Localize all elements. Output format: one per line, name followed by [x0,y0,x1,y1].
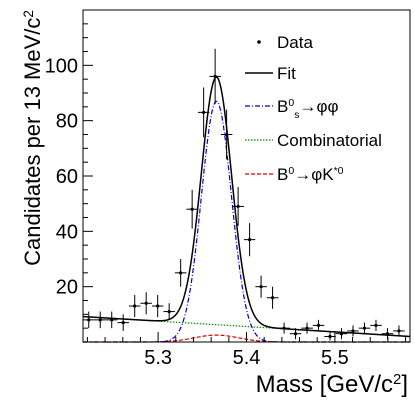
data-point-marker [202,110,206,114]
data-point-marker [121,321,125,325]
data-point-13 [232,187,244,226]
y-tick-label: 40 [56,221,78,243]
data-point-marker [179,271,183,275]
data-point-9 [186,189,198,229]
x-axis-title: Mass [GeV/c2] [256,371,408,398]
data-point-21 [324,332,336,341]
data-point-0 [83,311,95,329]
curve-fit [82,76,411,338]
data-point-marker [397,329,401,333]
data-point-12 [220,109,233,160]
data-point-marker [339,332,344,336]
legend-entry-data: Data [257,33,313,52]
legend-label: Data [277,33,313,52]
fit-curves [82,76,411,343]
data-point-22 [335,328,348,340]
data-point-5 [140,292,152,315]
data-point-24 [358,322,371,334]
data-point-marker [270,296,275,300]
legend: Data Fit B0s→φφ Combinatorial B0→φK*0 [245,33,382,184]
data-point-marker [374,323,378,327]
data-points [83,48,405,341]
y-tick-label: 60 [56,166,78,188]
data-point-marker [110,318,114,322]
legend-label: Fit [277,64,296,83]
legend-entry-fit: Fit [245,64,296,83]
legend-entry-comb: Combinatorial [245,131,382,150]
axis-labels: Mass [GeV/c2] Candidates per 13 MeV/c2 [20,10,408,398]
data-point-marker [236,204,240,209]
data-point-25 [370,319,382,331]
data-point-7 [163,303,175,320]
data-point-marker [282,326,286,330]
data-point-17 [278,322,290,334]
data-point-8 [174,259,187,287]
legend-entry-bd: B0→φK*0 [245,165,344,184]
data-point-16 [266,286,279,309]
data-point-marker [259,285,263,289]
data-point-27 [393,325,405,337]
legend-label: B0s→φφ [277,97,339,121]
data-point-marker [144,301,148,305]
data-point-marker [351,329,355,333]
data-point-marker [305,326,309,330]
data-point-marker [213,74,217,78]
data-point-marker [156,304,160,308]
x-tick-label: 5.3 [144,347,172,369]
data-point-18 [289,328,302,340]
y-tick-label: 20 [56,277,78,299]
data-point-14 [243,223,256,257]
data-point-marker [316,323,321,327]
legend-entry-bs: B0s→φφ [245,97,339,121]
data-point-23 [347,325,359,337]
data-point-6 [151,294,164,318]
data-point-marker [190,207,194,211]
data-point-19 [301,322,313,334]
x-tick-label: 5.4 [233,347,261,369]
axis-ticks: 5.3 5.4 5.5 20 40 60 80 100 [45,9,407,369]
legend-label: Combinatorial [277,131,382,150]
data-point-marker [362,326,367,330]
data-point-20 [312,319,325,331]
legend-marker [257,40,261,44]
data-point-1 [94,311,106,329]
x-tick-label: 5.5 [321,347,349,369]
data-point-11 [209,48,221,105]
data-point-marker [98,318,102,322]
data-point-4 [128,294,141,318]
data-point-marker [87,318,91,322]
y-axis-title: Candidates per 13 MeV/c2 [20,10,45,266]
data-point-marker [385,332,390,336]
y-tick-label: 80 [56,111,78,133]
y-tick-label: 100 [45,55,78,77]
data-point-15 [255,275,267,298]
data-point-marker [247,238,252,242]
data-point-2 [105,311,118,329]
data-point-10 [197,87,210,138]
data-point-marker [133,304,137,308]
data-point-marker [293,332,298,336]
legend-label: B0→φK*0 [277,165,344,184]
data-point-marker [328,334,332,339]
data-point-marker [167,309,171,314]
data-point-3 [117,314,129,331]
data-point-marker [225,132,229,137]
